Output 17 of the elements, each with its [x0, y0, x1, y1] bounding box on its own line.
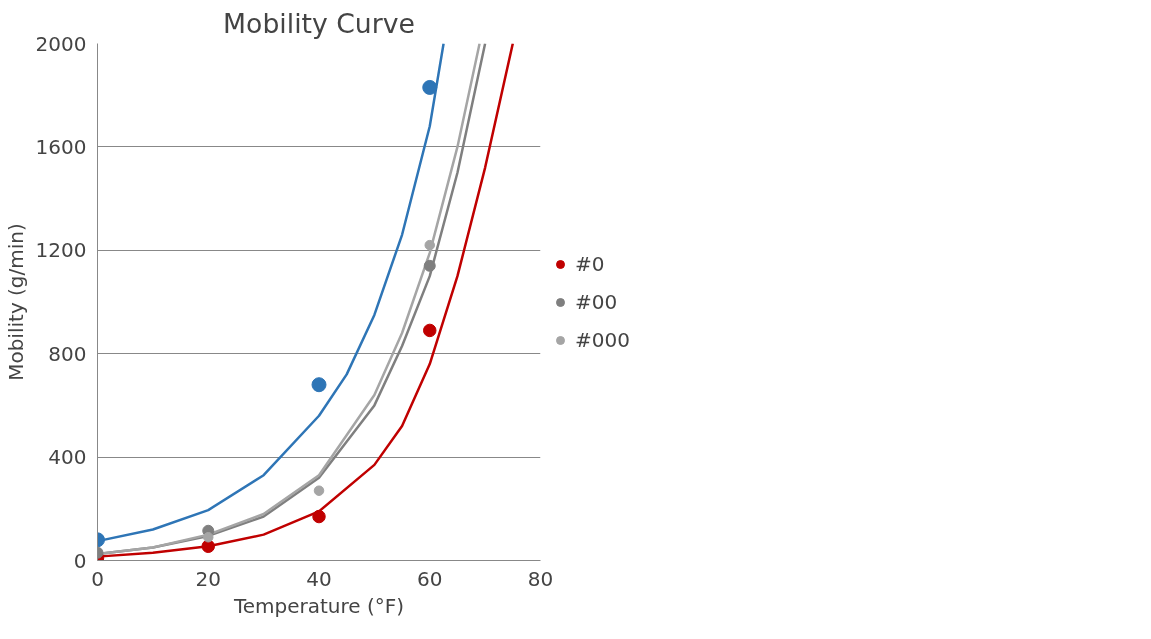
y-tick-label: 2000 [35, 31, 87, 56]
y-tick-label: 0 [73, 548, 87, 573]
chart-title: Mobility Curve [223, 7, 415, 39]
y-axis-title: Mobility (g/min) [3, 223, 28, 381]
y-tick-label: 1600 [35, 134, 87, 159]
legend-label: #000 [575, 327, 630, 352]
x-axis-title: Temperature (°F) [232, 593, 405, 618]
x-tick-label: 20 [195, 566, 221, 591]
y-tick-label: 800 [48, 341, 87, 366]
y-tick-label: 1200 [35, 238, 87, 263]
legend-label: #00 [575, 289, 618, 314]
legend-label: #0 [575, 251, 605, 276]
x-tick-label: 80 [527, 566, 554, 591]
x-tick-label: 60 [417, 566, 443, 591]
x-tick-label: 40 [306, 566, 332, 591]
y-tick-label: 400 [48, 445, 87, 470]
x-tick-label: 0 [91, 566, 104, 591]
